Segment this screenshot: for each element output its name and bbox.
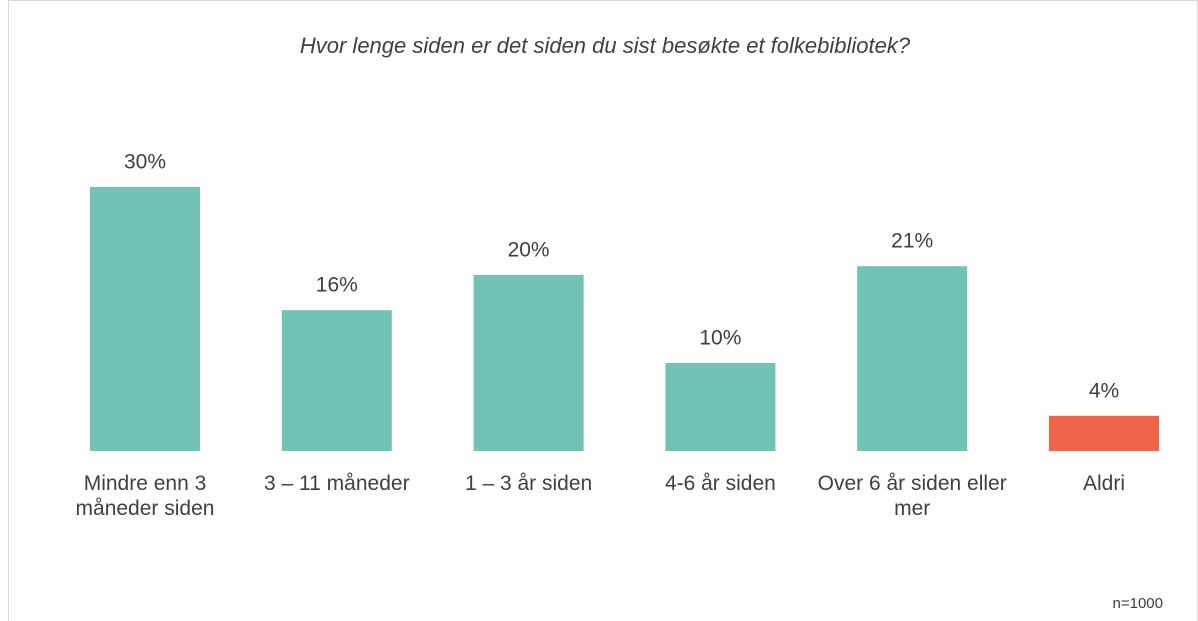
sample-note: n=1000 <box>1113 595 1163 612</box>
data-label: 30% <box>124 151 166 174</box>
data-label: 4% <box>1089 379 1119 402</box>
data-label: 10% <box>699 327 741 350</box>
bar <box>473 275 584 451</box>
x-tick-label: Mindre enn 3 måneder siden <box>75 472 215 520</box>
bar <box>857 266 968 451</box>
bar <box>90 187 200 451</box>
x-tick-label: 4-6 år siden <box>664 472 776 495</box>
chart-title: Hvor lenge siden er det siden du sist be… <box>300 33 911 58</box>
data-label: 21% <box>891 230 933 253</box>
bar <box>665 363 776 451</box>
data-label: 20% <box>508 239 550 262</box>
x-tick-label: 1 – 3 år siden <box>464 472 593 495</box>
data-label: 16% <box>316 274 358 297</box>
bar <box>281 310 392 451</box>
x-tick-label: Aldri <box>1082 472 1125 495</box>
x-tick-label: Over 6 år siden eller mer <box>817 472 1007 520</box>
x-tick-label: 3 – 11 måneder <box>264 472 410 495</box>
bar <box>1049 415 1159 451</box>
